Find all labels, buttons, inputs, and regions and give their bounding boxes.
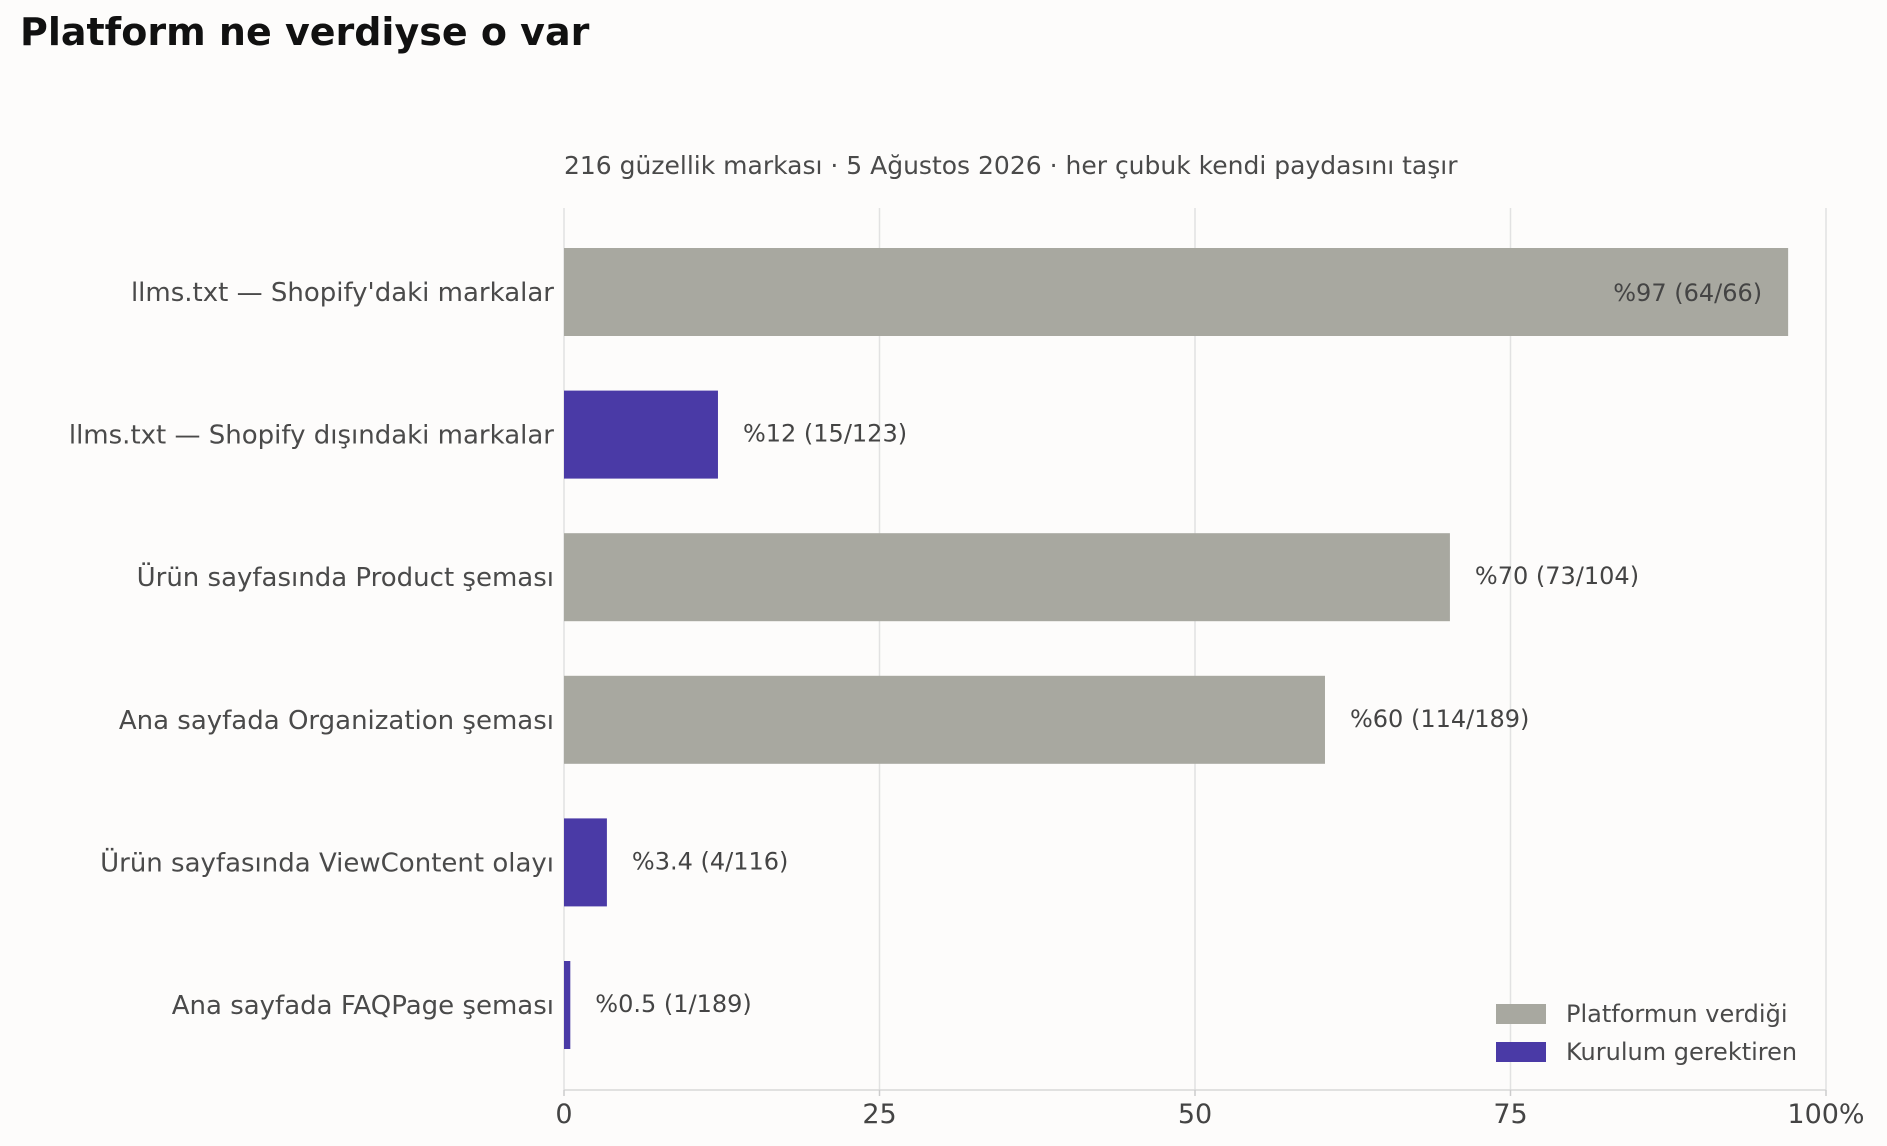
- legend-swatch-setup: [1496, 1042, 1546, 1062]
- x-tick-label-4: 100%: [1787, 1099, 1864, 1130]
- legend-label-setup: Kurulum gerektiren: [1566, 1038, 1797, 1066]
- category-label-4: Ürün sayfasında ViewContent olayı: [100, 846, 554, 878]
- value-label-1: %12 (15/123): [743, 420, 907, 448]
- value-label-2: %70 (73/104): [1475, 562, 1639, 590]
- x-tick-label-2: 50: [1178, 1099, 1212, 1130]
- category-label-0: llms.txt — Shopify'daki markalar: [131, 278, 554, 308]
- x-tick-label-0: 0: [555, 1099, 572, 1130]
- legend-swatch-platform: [1496, 1004, 1546, 1024]
- bar-5: [564, 961, 571, 1049]
- category-label-2: Ürün sayfasında Product şeması: [137, 561, 554, 593]
- chart-title: Platform ne verdiyse o var: [20, 10, 590, 54]
- bar-1: [564, 390, 718, 479]
- value-label-0: %97 (64/66): [1613, 279, 1762, 307]
- chart-subtitle: 216 güzellik markası · 5 Ağustos 2026 · …: [564, 151, 1458, 180]
- value-label-5: %0.5 (1/189): [595, 990, 752, 1018]
- bar-2: [564, 533, 1450, 622]
- bar-3: [564, 675, 1325, 764]
- value-label-3: %60 (114/189): [1350, 705, 1529, 733]
- category-label-1: llms.txt — Shopify dışındaki markalar: [69, 421, 554, 451]
- legend-label-platform: Platformun verdiği: [1566, 1000, 1787, 1028]
- value-label-4: %3.4 (4/116): [632, 847, 789, 875]
- x-tick-label-1: 25: [862, 1099, 896, 1130]
- category-label-3: Ana sayfada Organization şeması: [119, 706, 554, 736]
- x-tick-label-3: 75: [1493, 1099, 1527, 1130]
- category-label-5: Ana sayfada FAQPage şeması: [172, 991, 554, 1021]
- bar-4: [564, 818, 607, 907]
- bar-0: [564, 248, 1789, 336]
